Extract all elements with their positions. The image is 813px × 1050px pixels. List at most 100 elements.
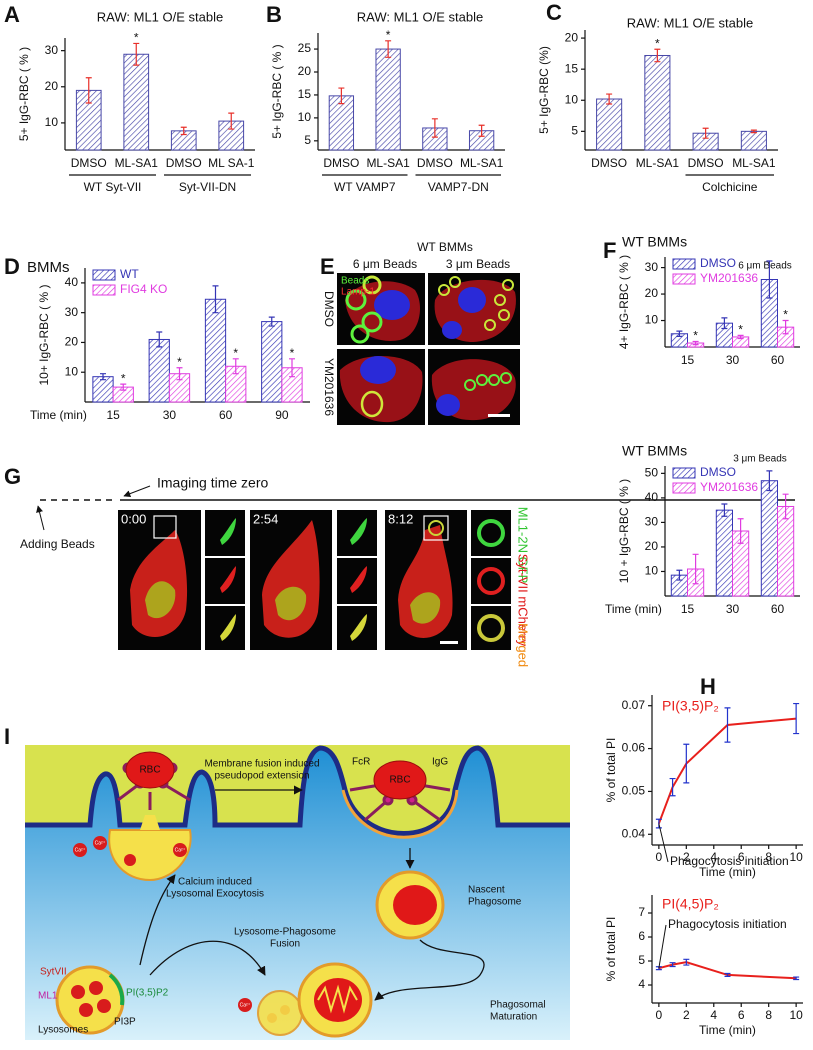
y-tick-label: 15	[565, 61, 579, 75]
y-tick-label: 50	[645, 466, 659, 480]
x-tick-label: 10	[789, 1008, 803, 1022]
calcium-ions-part	[173, 843, 187, 857]
y-tick-label: 7	[638, 905, 645, 919]
group-label: Colchicine	[702, 180, 758, 194]
y-tick-label: 30	[65, 305, 79, 319]
significance: *	[783, 308, 788, 322]
timelapse-images-part	[477, 519, 505, 547]
error-bar	[338, 87, 345, 105]
error-bar	[737, 518, 744, 544]
error-bar	[156, 331, 163, 348]
x-tick-label: 4	[710, 850, 717, 864]
error-bar	[702, 127, 709, 139]
diagram-label: Lysosomal Exocytosis	[166, 889, 264, 900]
y-tick-label: 30	[645, 260, 659, 274]
cell	[25, 748, 570, 1040]
micrograph-part	[500, 372, 512, 384]
x-tick-label: 10	[789, 850, 803, 864]
x-tick-label: DMSO	[166, 156, 202, 170]
channel-label: Merged	[516, 623, 531, 667]
chart-title: RAW: ML1 O/E stable	[627, 15, 753, 30]
y-tick-label: 30	[45, 43, 59, 57]
panel-g-part	[123, 485, 151, 498]
x-tick-label: 15	[681, 602, 695, 616]
diagram-label: PI(3,5)P2	[126, 988, 169, 999]
x-tick-label: 0	[656, 1008, 663, 1022]
significance: *	[386, 28, 391, 42]
bar	[148, 338, 170, 403]
legend-swatch	[672, 258, 696, 270]
bar	[715, 509, 733, 597]
panel-letter: A	[4, 2, 20, 27]
diagram-label: Maturation	[490, 1012, 537, 1023]
y-tick-label: 5	[304, 133, 311, 147]
timelapse-images	[118, 510, 511, 650]
x-tick-label: ML-SA1	[366, 156, 410, 170]
panel-g: Imaging time zero Adding Beads	[20, 475, 795, 667]
micrograph-part	[476, 374, 488, 386]
x-tick-label: 15	[681, 353, 695, 367]
channel-label: Syt-VII mCherry	[516, 554, 531, 647]
legend-swatch	[672, 273, 696, 285]
error-bar	[750, 129, 757, 134]
rbc	[125, 751, 175, 789]
y-tick-label: 0.04	[622, 826, 646, 840]
legend-label: DMSO	[700, 465, 736, 479]
x-tick-label: ML-SA1	[732, 156, 776, 170]
y-tick-label: 10	[65, 364, 79, 378]
significance: *	[738, 323, 743, 337]
chart-subtitle: 6 μm Beads	[738, 261, 792, 272]
receptors-part	[117, 783, 139, 802]
x-tick-label: 8	[765, 850, 772, 864]
legend-label: DMSO	[700, 256, 736, 270]
x-tick-label: 60	[219, 408, 233, 422]
error-bar	[289, 358, 295, 378]
timelapse-images-part	[220, 518, 236, 545]
calcium-label: Ca²⁺	[240, 1002, 251, 1008]
x-tick-label: 60	[771, 353, 785, 367]
degradation	[317, 984, 358, 1014]
annotation-pointer	[658, 823, 669, 863]
diagram-label: pseudopod extension	[214, 771, 309, 782]
y-tick-label: 15	[298, 87, 312, 101]
micrograph-part	[494, 294, 506, 306]
calcium-ions-part	[73, 843, 87, 857]
error-bar	[133, 42, 140, 66]
diagram-label: Phagosome	[468, 897, 522, 908]
micrograph-part	[361, 311, 383, 333]
significance: *	[233, 346, 238, 360]
error-bar	[228, 112, 235, 130]
y-axis-label: 10+ IgG-RBC ( % )	[37, 284, 51, 385]
micrograph	[337, 349, 425, 425]
panel-letter: C	[546, 0, 562, 25]
y-tick-label: 10	[45, 115, 59, 129]
timelapse-images-part	[153, 515, 177, 539]
x-tick-label: 2	[683, 850, 690, 864]
timelapse-images-part	[410, 592, 441, 624]
x-tick-label: DMSO	[591, 156, 627, 170]
arrow	[139, 874, 176, 966]
bar	[596, 98, 623, 151]
bar	[92, 376, 114, 403]
x-tick-label: ML SA-1	[208, 156, 255, 170]
y-tick-label: 0.05	[622, 784, 646, 798]
panel-letter: G	[4, 464, 21, 489]
bar	[375, 48, 401, 151]
annotation: Phagocytosis initiation	[668, 917, 787, 931]
row-label: YM201636	[322, 358, 336, 416]
timelapse-images-part	[477, 614, 505, 642]
error-bar	[212, 285, 219, 314]
chart-title: RAW: ML1 O/E stable	[97, 9, 223, 24]
chart-title: WT BMMs	[622, 443, 687, 459]
error-bar	[268, 316, 275, 327]
panel-g-part	[36, 505, 45, 531]
micrograph	[428, 273, 520, 345]
fcr-label: FcR	[352, 757, 370, 768]
y-tick-label: 4	[638, 977, 645, 991]
diagram-label: Membrane fusion induced	[204, 759, 319, 770]
diagram-label: Nascent	[468, 885, 505, 896]
y-tick-label: 5	[571, 124, 578, 138]
lysosome-contents-part	[89, 981, 103, 995]
